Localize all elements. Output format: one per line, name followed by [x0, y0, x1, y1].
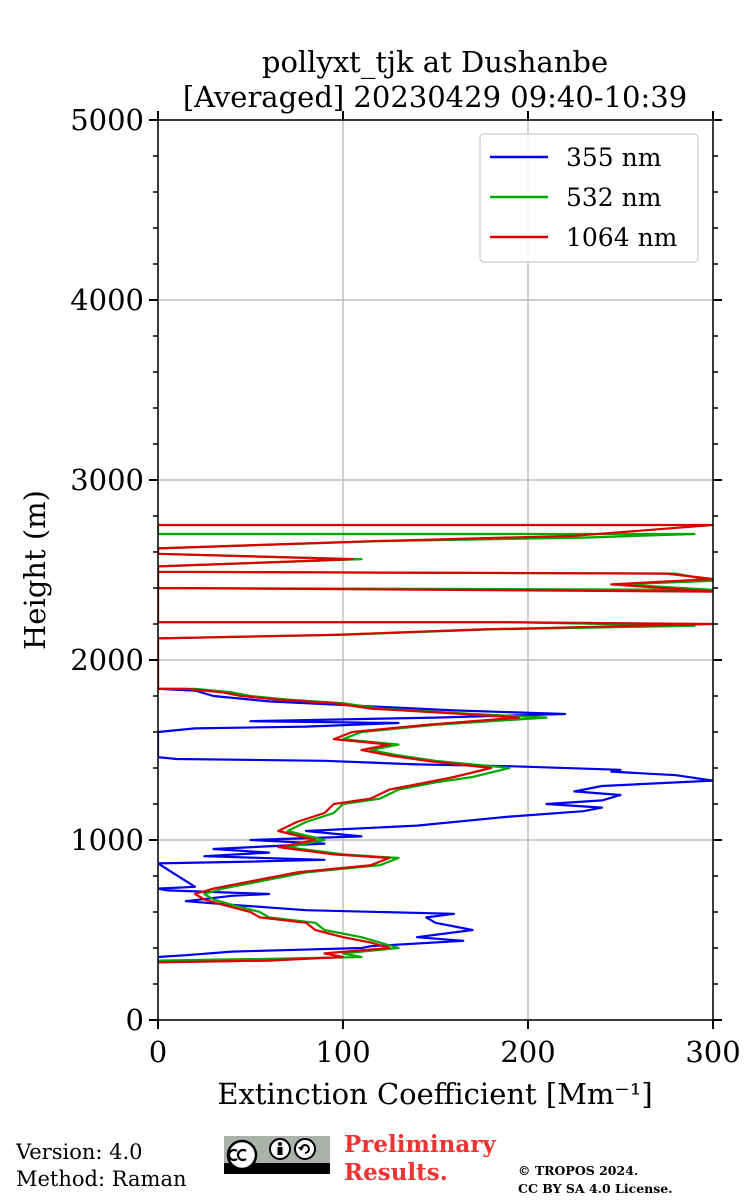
x-tick-label: 300 — [685, 1035, 740, 1069]
y-tick-label: 4000 — [70, 283, 144, 317]
sa-icon — [294, 1138, 316, 1160]
preliminary-label-line1: Preliminary — [344, 1131, 496, 1158]
method-text: Method: Raman — [16, 1167, 187, 1191]
cc-icon — [226, 1139, 258, 1171]
version-text: Version: 4.0 — [16, 1140, 143, 1164]
x-tick-label: 200 — [500, 1035, 555, 1069]
chart-title-line1: pollyxt_tjk at Dushanbe — [262, 45, 608, 80]
chart: pollyxt_tjk at Dushanbe [Averaged] 20230… — [18, 45, 741, 1111]
legend: 355 nm 532 nm 1064 nm — [479, 133, 699, 263]
series-line-1 — [158, 687, 713, 959]
legend-label-2: 532 nm — [566, 183, 662, 212]
x-tick-label: 100 — [315, 1035, 370, 1069]
axis-ticks — [149, 111, 722, 1029]
y-tick-label: 2000 — [70, 643, 144, 677]
y-tick-label: 3000 — [70, 463, 144, 497]
chart-title-line2: [Averaged] 20230429 09:40-10:39 — [183, 80, 687, 114]
series-lines — [158, 523, 713, 964]
x-axis-label: Extinction Coefficient [Mm⁻¹] — [217, 1077, 652, 1111]
x-tick-label: 0 — [149, 1035, 167, 1069]
copyright-line1: © TROPOS 2024. — [518, 1163, 639, 1178]
legend-label-1: 355 nm — [566, 143, 662, 172]
preliminary-label-line2: Results. — [344, 1159, 448, 1186]
copyright-line2: CC BY SA 4.0 License. — [518, 1181, 673, 1196]
plot-frame — [157, 119, 714, 1021]
series-line-3 — [158, 523, 713, 964]
legend-label-3: 1064 nm — [566, 223, 678, 252]
legend-box — [479, 133, 699, 263]
y-tick-label: 0 — [126, 1003, 144, 1037]
y-tick-label: 5000 — [70, 103, 144, 137]
y-axis-label: Height (m) — [18, 490, 52, 650]
y-tick-label: 1000 — [70, 823, 144, 857]
cc-license-badge — [224, 1136, 330, 1174]
